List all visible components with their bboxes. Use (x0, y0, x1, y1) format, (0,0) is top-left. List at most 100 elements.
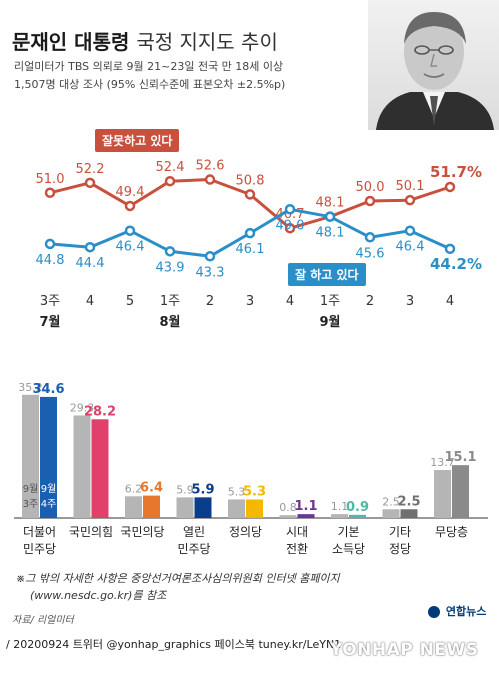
x-tick-label: 3 (406, 294, 414, 309)
value-label-negative: 50.8 (236, 173, 265, 188)
bar-curr (246, 499, 263, 518)
point-positive (44, 238, 56, 250)
bar-label-prev: 35.2 (18, 381, 43, 394)
bar-label-curr: 6.4 (140, 481, 163, 496)
point-positive (244, 227, 256, 239)
point-positive (364, 232, 376, 243)
in-bar-legend-curr: 9월 (41, 483, 57, 495)
point-negative (44, 187, 56, 198)
point-positive (84, 241, 96, 253)
source-note: 자료/ 리얼미터 (12, 615, 74, 626)
month-label: 7월 (39, 314, 60, 330)
category-label: 민주당 (177, 542, 210, 556)
category-label: 소득당 (332, 542, 365, 556)
bar-label-curr: 5.9 (191, 482, 214, 497)
value-label-negative: 52.2 (76, 162, 105, 177)
value-label-negative: 51.7% (430, 163, 482, 181)
subtitle-line-2: 1,507명 대상 조사 (95% 신뢰수준에 표본오차 ±2.5%p) (14, 78, 286, 91)
point-negative (284, 222, 296, 234)
point-negative (244, 189, 256, 200)
category-label: 무당층 (435, 525, 468, 539)
in-bar-legend-prev: 9월 (23, 483, 39, 495)
bar-prev (331, 514, 348, 518)
bar-curr (349, 514, 366, 518)
bar-curr (452, 465, 469, 518)
point-negative (84, 177, 96, 189)
bar-prev (125, 496, 142, 518)
value-label-negative: 48.1 (316, 196, 345, 211)
president-portrait (368, 0, 499, 130)
value-label-positive: 46.1 (236, 242, 265, 257)
value-label-positive: 49.0 (276, 218, 305, 233)
party-bar-chart: 35.234.6더불어민주당9월3주9월4주29.328.2국민의힘6.26.4… (14, 381, 488, 556)
bar-prev (176, 497, 194, 518)
bar-label-prev: 13.7 (430, 456, 455, 469)
title-rest: 국정 지지도 추이 (136, 30, 278, 54)
point-positive (284, 204, 296, 215)
value-label-positive: 46.4 (116, 240, 145, 255)
category-label: 기타 (389, 525, 411, 539)
category-label: 정당 (389, 542, 411, 556)
x-tick-label: 3 (246, 294, 254, 309)
in-bar-legend-curr: 4주 (41, 499, 57, 510)
bar-label-prev: 5.3 (228, 485, 246, 498)
bar-curr (194, 497, 212, 518)
watermark: YONHAP NEWS (330, 640, 479, 660)
point-positive (404, 225, 416, 236)
title-main: 문재인 대통령 (12, 30, 130, 54)
value-label-positive: 44.2% (430, 255, 482, 273)
value-label-positive: 46.4 (396, 240, 425, 255)
yonhap-logo-text: 연합뉴스 (445, 605, 487, 618)
bar-curr (400, 509, 418, 518)
yonhap-logo: 연합뉴스 (428, 603, 486, 619)
bar-curr (143, 495, 160, 518)
bar-curr (40, 396, 57, 518)
infographic-card: 문재인 대통령 국정 지지도 추이 리얼미터가 TBS 의뢰로 9월 21~23… (12, 0, 499, 626)
point-positive (124, 225, 136, 236)
category-label: 기본 (337, 525, 359, 539)
month-label: 8월 (159, 314, 180, 330)
bar-prev (279, 515, 297, 518)
callout-positive: 잘 하고 있다 (288, 263, 366, 286)
bar-label-curr: 15.1 (444, 450, 476, 465)
in-bar-legend-prev: 3주 (23, 499, 39, 510)
value-label-negative: 49.4 (116, 185, 145, 200)
x-tick-label: 3주 (40, 294, 60, 309)
x-tick-label: 4 (86, 294, 94, 309)
point-negative (204, 174, 216, 185)
category-label: 민주당 (23, 542, 56, 556)
bar-label-curr: 1.1 (294, 499, 317, 514)
credit-line: / 20200924 트위터 @yonhap_graphics 페이스북 tun… (6, 638, 342, 651)
point-negative (444, 181, 456, 193)
bar-label-prev: 1.1 (331, 500, 349, 513)
value-label-positive: 44.4 (76, 256, 105, 271)
value-label-positive: 44.8 (36, 253, 65, 268)
x-tick-label: 4 (286, 294, 294, 309)
point-positive (164, 246, 176, 257)
bar-label-prev: 0.8 (279, 501, 297, 514)
subtitle-line-1: 리얼미터가 TBS 의뢰로 9월 21~23일 전국 만 18세 이상 (14, 60, 284, 73)
value-label-negative: 50.1 (396, 179, 425, 194)
category-label: 국민의힘 (69, 525, 113, 539)
bar-curr (297, 514, 315, 518)
bar-label-prev: 5.9 (176, 483, 194, 496)
x-tick-label: 1주 (320, 294, 340, 309)
x-tick-label: 5 (126, 294, 134, 309)
bar-prev (434, 470, 451, 518)
point-negative (404, 194, 416, 206)
bar-label-prev: 2.5 (382, 495, 400, 508)
footnote-line-1: ※그 밖의 자세한 사항은 중앙선거여론조사심의위원회 인터넷 홈페이지 (16, 572, 340, 585)
point-positive (444, 243, 456, 255)
value-label-negative: 52.4 (156, 160, 185, 175)
bar-label-prev: 6.2 (125, 482, 143, 495)
bar-prev (228, 499, 245, 518)
category-label: 시대 (286, 525, 308, 539)
category-label: 정의당 (229, 525, 262, 539)
bar-label-curr: 0.9 (346, 500, 369, 515)
callout-negative: 잘못하고 있다 (95, 129, 180, 152)
value-label-positive: 45.6 (356, 246, 385, 261)
category-label: 더불어 (23, 525, 56, 539)
bar-label-curr: 28.2 (84, 404, 116, 419)
value-label-negative: 50.0 (356, 180, 385, 195)
category-label: 전환 (286, 542, 308, 556)
